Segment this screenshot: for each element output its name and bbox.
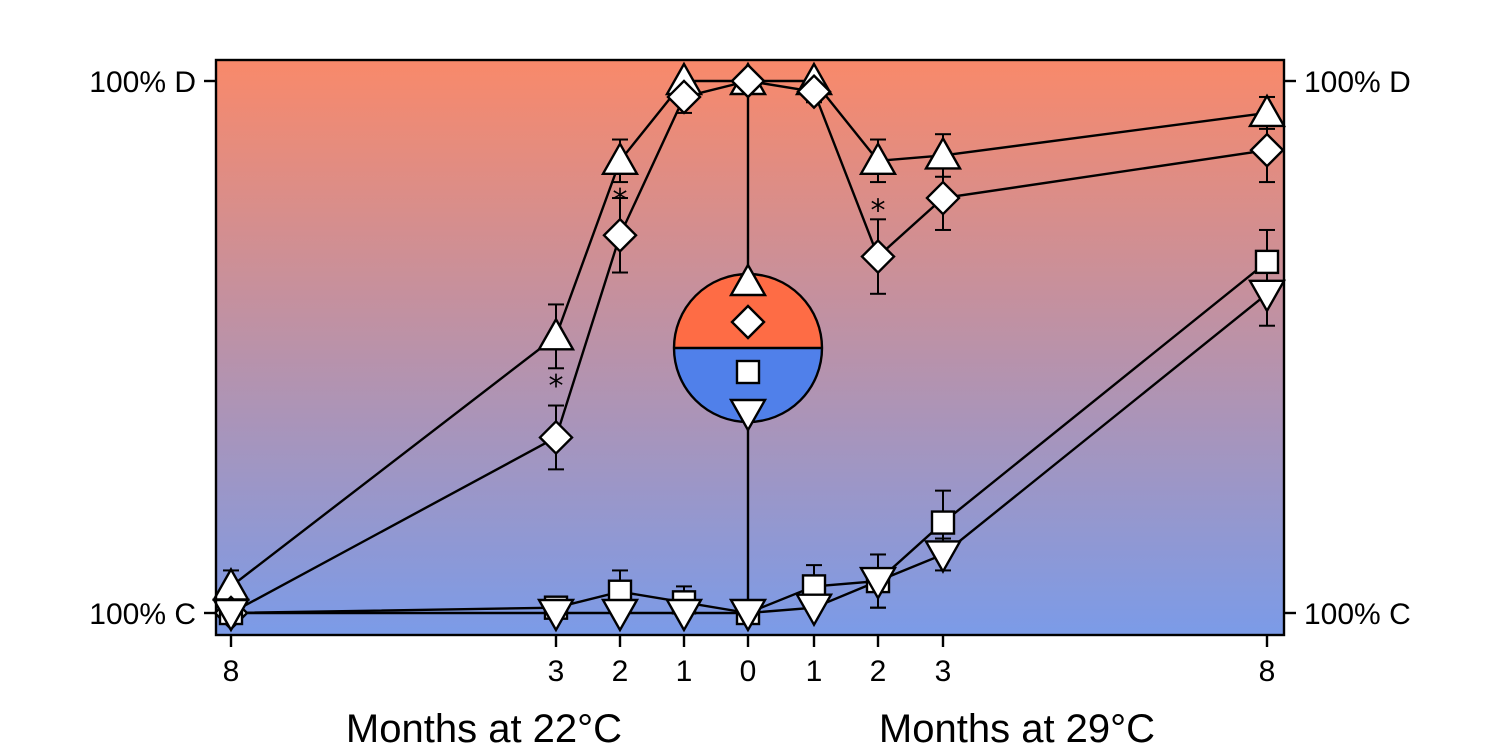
data-point-triangle-up (923, 136, 963, 170)
data-point-diamond (860, 238, 896, 275)
inset-legend-circle (672, 262, 824, 433)
data-point-triangle-down (664, 598, 704, 633)
y-tick-label-right: 100% C (1304, 598, 1411, 631)
inset-diamond-icon (730, 304, 766, 340)
data-point-triangle-down (536, 598, 576, 633)
data-point-diamond (730, 63, 766, 99)
data-point-triangle-down (211, 598, 251, 633)
data-point-triangle-up (600, 141, 640, 176)
data-point-diamond (602, 217, 638, 253)
x-tick-label: 2 (612, 655, 629, 688)
x-tick-label: 3 (548, 655, 565, 688)
data-point-triangle-up (1247, 93, 1287, 128)
x-axis-label-right: Months at 29°C (879, 707, 1155, 750)
data-point-diamond (666, 79, 702, 115)
inset-triangle-down-icon (728, 398, 768, 433)
data-point-diamond (538, 419, 574, 456)
series-layer: * * * (211, 61, 1287, 633)
x-tick-label: 8 (1259, 655, 1276, 688)
data-point-diamond (1249, 132, 1285, 168)
data-point-triangle-up (536, 316, 576, 351)
data-point-triangle-down (1247, 279, 1287, 314)
x-tick-label: 8 (223, 655, 240, 688)
significance-mark: * (871, 194, 886, 229)
data-point-triangle-down (794, 593, 834, 628)
inset-bottom-half (674, 348, 822, 422)
data-point-square (930, 510, 956, 535)
x-tick-label: 3 (935, 655, 952, 688)
y-tick-label-right: 100% D (1304, 66, 1411, 99)
data-point-triangle-down (858, 566, 898, 601)
significance-mark: * (549, 369, 564, 404)
data-point-triangle-down (923, 540, 963, 574)
y-tick-label-left: 100% C (89, 598, 196, 631)
x-axis-label-left: Months at 22°C (346, 707, 622, 750)
data-point-square (1254, 249, 1280, 275)
data-point-triangle-up (858, 141, 898, 176)
significance-mark: * (613, 183, 628, 218)
inset-square-icon (735, 359, 761, 385)
inset-triangle-up-icon (728, 262, 768, 297)
axis-layer: 8 3 2 1 0 1 2 3 8 100% C 100% C 100% D 100% D (89, 66, 1410, 688)
x-tick-label: 1 (676, 655, 693, 688)
plot-frame (214, 58, 1286, 637)
data-point-diamond (925, 180, 961, 216)
x-tick-label: 0 (740, 655, 757, 688)
x-tick-label: 1 (806, 655, 823, 688)
x-tick-label: 2 (870, 655, 887, 688)
data-point-triangle-down (600, 598, 640, 633)
y-tick-label-left: 100% D (89, 66, 196, 99)
data-point-diamond (796, 73, 832, 110)
data-point-triangle-down (728, 598, 768, 633)
